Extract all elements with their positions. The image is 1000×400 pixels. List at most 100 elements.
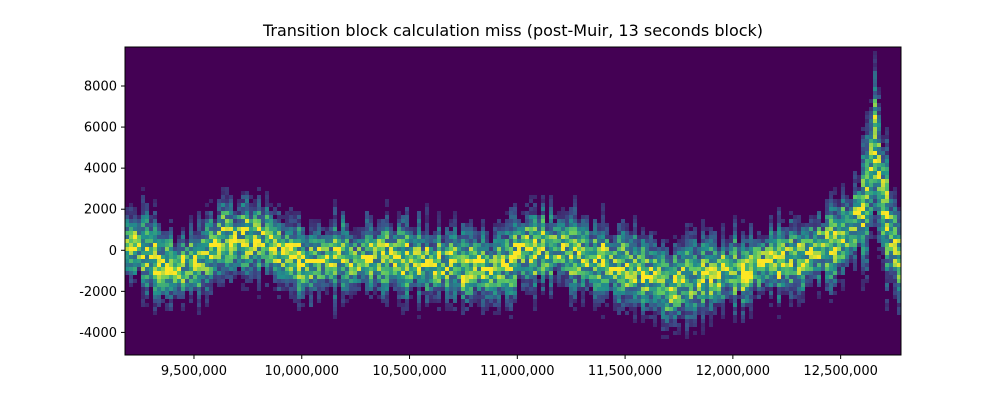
heatmap-cell [541,223,545,227]
heatmap-cell [125,259,129,263]
heatmap-cell [873,71,877,75]
heatmap-cell [793,243,797,247]
heatmap-cell [245,259,249,263]
heatmap-cell [401,311,405,315]
heatmap-cell [309,275,313,279]
heatmap-cell [469,247,473,251]
heatmap-cell [157,291,161,295]
heatmap-cell [213,227,217,231]
heatmap-cell [545,263,549,267]
heatmap-cell [373,271,377,275]
heatmap-cell [209,219,213,223]
heatmap-cell [401,283,405,287]
heatmap-cell [789,231,793,235]
heatmap-cell [281,227,285,231]
heatmap-cell [301,259,305,263]
heatmap-cell [281,247,285,251]
heatmap-cell [161,235,165,239]
heatmap-cell [729,283,733,287]
heatmap-cell [265,267,269,271]
heatmap-cell [721,307,725,311]
heatmap-cell [197,307,201,311]
heatmap-cell [457,279,461,283]
heatmap-cell [589,239,593,243]
heatmap-cell [497,255,501,259]
heatmap-cell [433,251,437,255]
heatmap-cell [297,303,301,307]
heatmap-cell [685,319,689,323]
heatmap-cell [577,267,581,271]
heatmap-cell [709,267,713,271]
heatmap-cell [297,259,301,263]
heatmap-cell [549,291,553,295]
heatmap-cell [809,255,813,259]
heatmap-cell [445,291,449,295]
heatmap-cell [161,263,165,267]
heatmap-cell [725,251,729,255]
heatmap-cell [593,247,597,251]
heatmap-cell [425,211,429,215]
heatmap-cell [377,267,381,271]
heatmap-cell [581,247,585,251]
heatmap-cell [673,315,677,319]
heatmap-cell [553,259,557,263]
heatmap-cell [893,207,897,211]
heatmap-cell [601,315,605,319]
heatmap-cell [509,303,513,307]
heatmap-cell [173,279,177,283]
heatmap-cell [825,235,829,239]
heatmap-cell [469,267,473,271]
heatmap-cell [873,163,877,167]
heatmap-cell [805,255,809,259]
heatmap-cell [465,227,469,231]
heatmap-cell [861,135,865,139]
heatmap-cell [657,299,661,303]
heatmap-cell [193,259,197,263]
heatmap-cell [625,231,629,235]
heatmap-cell [153,275,157,279]
heatmap-cell [561,207,565,211]
heatmap-cell [721,223,725,227]
heatmap-cell [381,275,385,279]
heatmap-cell [277,231,281,235]
heatmap-cell [185,243,189,247]
heatmap-cell [713,311,717,315]
heatmap-cell [185,247,189,251]
heatmap-cell [441,279,445,283]
heatmap-cell [569,211,573,215]
heatmap-cell [133,211,137,215]
heatmap-cell [181,303,185,307]
heatmap-cell [813,223,817,227]
heatmap-cell [725,247,729,251]
heatmap-cell [885,243,889,247]
heatmap-cell [509,223,513,227]
heatmap-cell [745,303,749,307]
heatmap-cell [837,235,841,239]
heatmap-cell [289,207,293,211]
heatmap-cell [385,299,389,303]
heatmap-cell [713,271,717,275]
heatmap-cell [173,271,177,275]
heatmap-cell [569,207,573,211]
heatmap-cell [777,215,781,219]
heatmap-cell [617,283,621,287]
heatmap-cell [585,243,589,247]
heatmap-cell [153,199,157,203]
heatmap-cell [813,271,817,275]
y-tick-label: 4000 [84,162,117,177]
heatmap-cell [865,199,869,203]
heatmap-cell [749,303,753,307]
heatmap-cell [581,267,585,271]
heatmap-cell [857,191,861,195]
heatmap-cell [509,219,513,223]
heatmap-cell [629,259,633,263]
heatmap-cell [269,243,273,247]
heatmap-cell [229,219,233,223]
heatmap-cell [829,199,833,203]
heatmap-cell [165,287,169,291]
heatmap-cell [493,295,497,299]
heatmap-cell [641,235,645,239]
heatmap-cell [713,263,717,267]
heatmap-cell [293,283,297,287]
heatmap-cell [481,271,485,275]
